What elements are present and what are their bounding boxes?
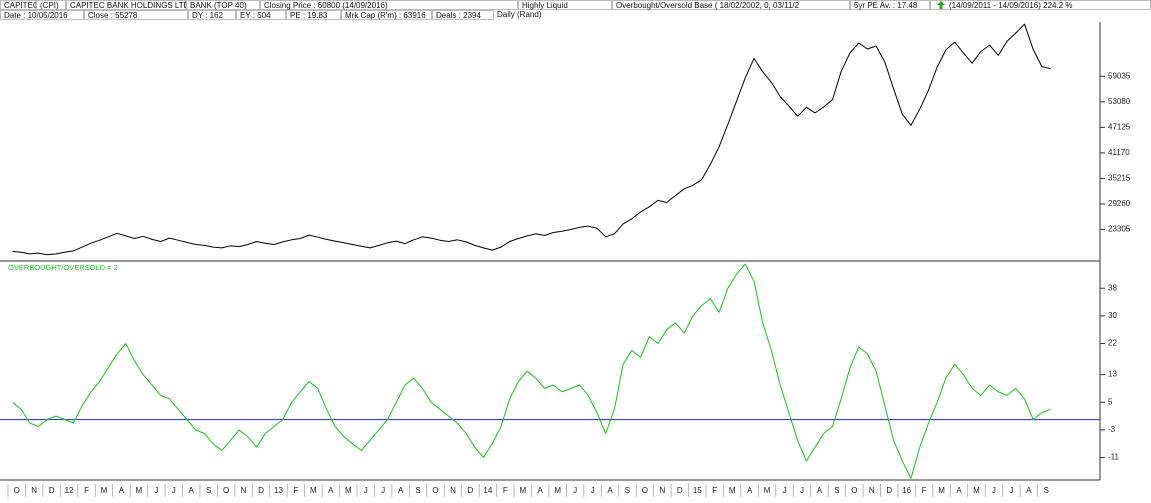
x-tick-label: N bbox=[31, 486, 37, 495]
x-tick-label: A bbox=[538, 486, 544, 495]
x-tick-label: J bbox=[992, 486, 996, 495]
header-field: CAPITEC bbox=[0, 0, 39, 10]
x-tick-label: J bbox=[591, 486, 595, 495]
x-tick-label: S bbox=[415, 486, 420, 495]
price-line bbox=[12, 263, 1051, 479]
x-tick-label: F bbox=[922, 486, 927, 495]
x-tick-label: D bbox=[468, 486, 474, 495]
x-tick-label: D bbox=[886, 486, 892, 495]
y-tick-label: 53080 bbox=[1108, 97, 1131, 106]
header-field: Overbought/Oversold Base ( 18/02/2002, 0… bbox=[612, 0, 850, 10]
y-tick-label: 29260 bbox=[1108, 199, 1131, 208]
x-tick-label: 12 bbox=[65, 486, 74, 495]
x-tick-label: J bbox=[573, 486, 577, 495]
x-tick-label: S bbox=[1044, 486, 1049, 495]
x-tick-label: J bbox=[154, 486, 158, 495]
header-field: DY : 162 bbox=[188, 10, 236, 20]
y-tick-label: 38 bbox=[1108, 283, 1117, 292]
x-tick-label: M bbox=[519, 486, 526, 495]
x-tick-label: S bbox=[625, 486, 630, 495]
y-tick-label: 22 bbox=[1108, 339, 1117, 348]
x-tick-label: O bbox=[642, 486, 648, 495]
x-tick-label: F bbox=[293, 486, 298, 495]
x-tick-label: 14 bbox=[483, 486, 492, 495]
header-field: CAPITEC BANK HOLDINGS LTD. bbox=[66, 0, 192, 10]
y-tick-label: 13 bbox=[1108, 370, 1117, 379]
x-tick-label: A bbox=[817, 486, 823, 495]
x-tick-label: J bbox=[172, 486, 176, 495]
x-tick-label: M bbox=[973, 486, 980, 495]
y-tick-label: -11 bbox=[1108, 453, 1120, 462]
x-tick-label: M bbox=[101, 486, 108, 495]
header-field: BANK (TOP 40) bbox=[186, 0, 260, 10]
x-tick-label: J bbox=[364, 486, 368, 495]
x-tick-label: N bbox=[450, 486, 456, 495]
x-tick-label: 15 bbox=[693, 486, 702, 495]
x-tick-label: A bbox=[119, 486, 125, 495]
x-tick-label: J bbox=[381, 486, 385, 495]
x-tick-label: A bbox=[607, 486, 613, 495]
y-tick-label: 47125 bbox=[1108, 122, 1131, 131]
x-tick-label: F bbox=[712, 486, 717, 495]
price-line bbox=[12, 23, 1051, 256]
x-tick-label: M bbox=[554, 486, 561, 495]
x-tick-label: N bbox=[869, 486, 875, 495]
y-tick-label: 35215 bbox=[1108, 174, 1131, 183]
x-tick-label: M bbox=[729, 486, 736, 495]
x-tick-label: J bbox=[1009, 486, 1013, 495]
x-tick-label: F bbox=[84, 486, 89, 495]
x-tick-label: D bbox=[49, 486, 55, 495]
x-tick-label: A bbox=[747, 486, 753, 495]
y-tick-label: 30 bbox=[1108, 311, 1117, 320]
x-tick-label: O bbox=[14, 486, 20, 495]
x-tick-label: S bbox=[206, 486, 211, 495]
x-tick-label: A bbox=[398, 486, 404, 495]
x-tick-label: J bbox=[783, 486, 787, 495]
x-tick-label: S bbox=[834, 486, 839, 495]
x-tick-label: D bbox=[677, 486, 683, 495]
y-tick-label: 5 bbox=[1108, 397, 1113, 406]
x-tick-label: A bbox=[1026, 486, 1032, 495]
header-field: Mrk Cap (R'm) : 63916 bbox=[341, 10, 432, 20]
header-field: Close : 55278 bbox=[84, 10, 188, 20]
up-arrow-icon bbox=[937, 1, 945, 9]
header-field: PE : 19.83 bbox=[286, 10, 341, 20]
header-field: EY : 504 bbox=[236, 10, 286, 20]
header-field: Closing Price : 60800 (14/09/2016) bbox=[260, 0, 518, 10]
header-field: Highly Liquid bbox=[518, 0, 612, 10]
x-tick-label: M bbox=[938, 486, 945, 495]
x-tick-label: M bbox=[310, 486, 317, 495]
x-tick-label: O bbox=[851, 486, 857, 495]
x-tick-label: N bbox=[659, 486, 665, 495]
x-tick-label: D bbox=[258, 486, 264, 495]
x-tick-label: A bbox=[956, 486, 962, 495]
x-tick-label: M bbox=[764, 486, 771, 495]
y-tick-label: -3 bbox=[1108, 425, 1116, 434]
x-tick-label: 13 bbox=[274, 486, 283, 495]
x-tick-label: A bbox=[328, 486, 334, 495]
x-tick-label: N bbox=[241, 486, 247, 495]
x-tick-label: M bbox=[136, 486, 143, 495]
x-tick-label: F bbox=[503, 486, 508, 495]
indicator-label: OVERBOUGHT/OVERSOLD = 2 bbox=[8, 263, 118, 272]
x-tick-label: A bbox=[189, 486, 195, 495]
header-field: Date : 10/05/2016 bbox=[0, 10, 84, 20]
x-tick-label: O bbox=[432, 486, 438, 495]
header-field: (CPI) bbox=[36, 0, 66, 10]
x-tick-label: M bbox=[345, 486, 352, 495]
y-tick-label: 41170 bbox=[1108, 148, 1130, 157]
header-field: 5yr PE Av. : 17.48 bbox=[850, 0, 930, 10]
x-tick-label: J bbox=[800, 486, 804, 495]
x-tick-label: O bbox=[223, 486, 229, 495]
header-field: Daily (Rand) bbox=[494, 10, 584, 20]
y-tick-label: 23305 bbox=[1108, 225, 1131, 234]
x-tick-label: 16 bbox=[902, 486, 911, 495]
y-tick-label: 59035 bbox=[1108, 71, 1131, 80]
header-field: Deals : 2394 bbox=[432, 10, 494, 20]
